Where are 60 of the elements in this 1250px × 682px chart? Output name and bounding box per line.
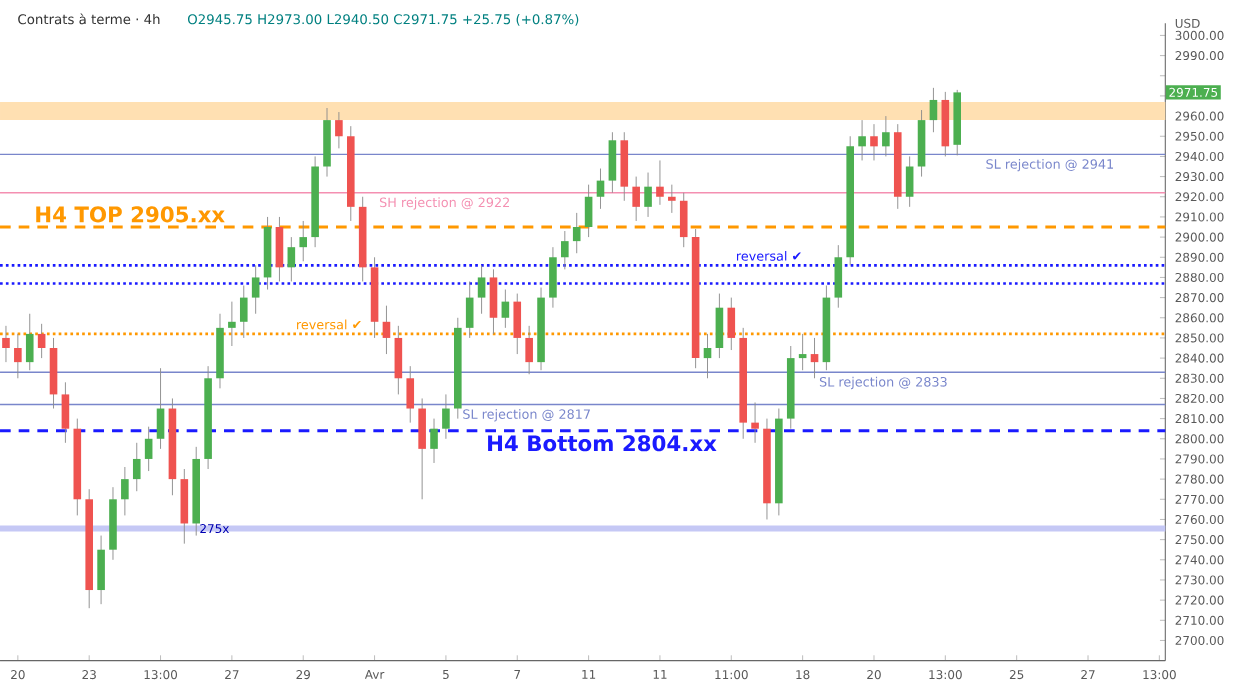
candlestick bbox=[49, 337, 58, 409]
candlestick bbox=[727, 297, 736, 351]
ref-line-label: H4 Bottom 2804.xx bbox=[488, 435, 717, 452]
candlestick bbox=[656, 159, 664, 206]
candlestick bbox=[406, 365, 415, 424]
candlestick bbox=[703, 333, 712, 379]
candlestick bbox=[251, 264, 260, 315]
candlestick bbox=[442, 393, 450, 440]
candlestick bbox=[61, 381, 70, 444]
candlestick bbox=[644, 172, 652, 218]
candlestick bbox=[37, 323, 46, 359]
candlestick bbox=[299, 220, 308, 262]
candlestick bbox=[941, 91, 950, 157]
candlestick bbox=[394, 325, 403, 395]
ref-line-label: H4 TOP 2905.xx bbox=[36, 206, 225, 223]
candlestick bbox=[632, 176, 640, 222]
candlestick bbox=[513, 293, 522, 355]
candlestick bbox=[489, 268, 498, 335]
candlestick bbox=[620, 131, 629, 202]
candlestick bbox=[798, 333, 807, 371]
candlestick bbox=[121, 466, 129, 516]
candlestick bbox=[525, 325, 533, 375]
candlestick bbox=[275, 216, 284, 282]
candlestick bbox=[465, 280, 474, 339]
candlestick bbox=[679, 192, 688, 248]
candlestick bbox=[335, 111, 343, 149]
candlestick bbox=[572, 212, 581, 254]
candlestick bbox=[596, 168, 605, 210]
candlestick bbox=[810, 337, 819, 379]
candlestick bbox=[715, 293, 724, 359]
candlestick bbox=[14, 333, 22, 379]
candlestick bbox=[561, 230, 569, 270]
candlestick bbox=[2, 325, 10, 363]
candlestick bbox=[430, 418, 438, 464]
candlestick bbox=[323, 107, 331, 178]
candlestick bbox=[382, 305, 391, 355]
candlestick bbox=[287, 236, 296, 282]
candlestick bbox=[25, 313, 34, 371]
candlestick bbox=[97, 535, 105, 605]
candlestick bbox=[870, 123, 878, 161]
candlestick bbox=[929, 87, 938, 133]
candlestick bbox=[608, 131, 617, 194]
candlestick bbox=[549, 246, 557, 309]
candlestick bbox=[239, 285, 248, 339]
candlestick bbox=[477, 264, 486, 315]
candlestick bbox=[858, 119, 866, 161]
candlestick bbox=[132, 442, 141, 492]
candlestick bbox=[751, 402, 759, 444]
candlestick bbox=[882, 115, 890, 157]
candlestick bbox=[501, 289, 510, 329]
candlestick bbox=[144, 426, 153, 472]
candlestick bbox=[156, 367, 165, 450]
candlestick bbox=[668, 184, 676, 214]
candlestick bbox=[834, 244, 843, 309]
candlestick bbox=[917, 109, 926, 178]
candlestick bbox=[418, 397, 426, 500]
candlestick bbox=[180, 468, 189, 545]
candlestick bbox=[584, 184, 593, 238]
candlestick bbox=[905, 155, 914, 208]
candlestick bbox=[228, 301, 236, 347]
